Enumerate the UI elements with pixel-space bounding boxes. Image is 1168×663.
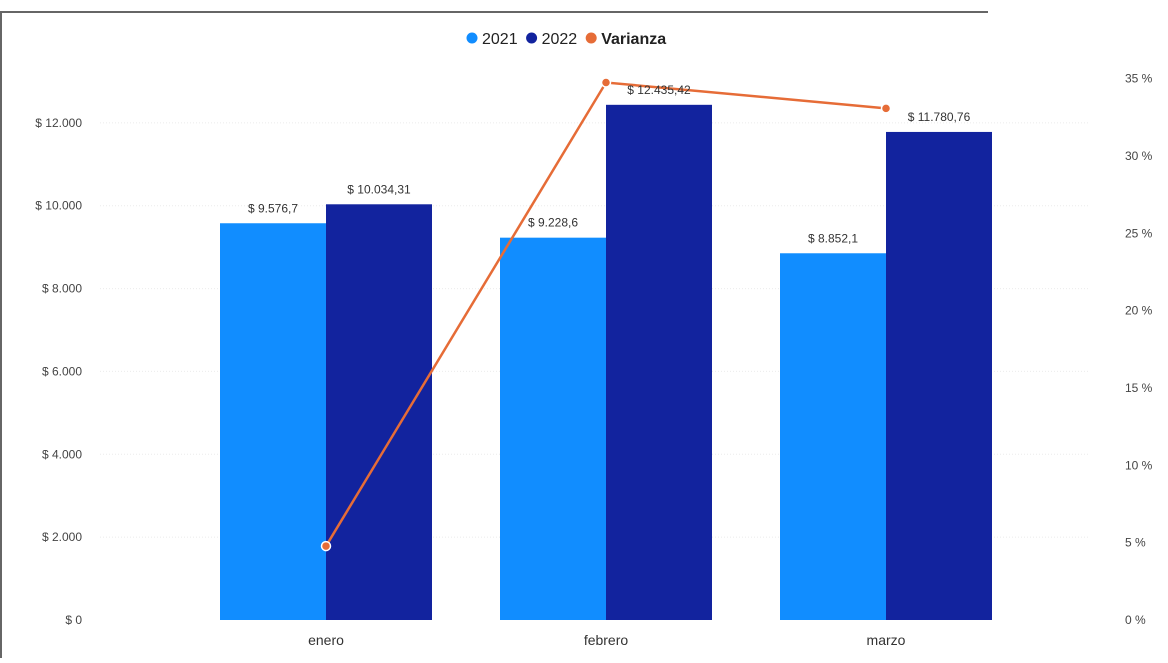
- bar-2022-enero: [326, 204, 432, 620]
- bar-data-label: $ 12.435,42: [627, 83, 691, 97]
- bars: [220, 104, 992, 621]
- y-left-tick-label: $ 6.000: [42, 364, 82, 378]
- legend-marker-2022: [526, 32, 538, 44]
- y-left-tick-label: $ 0: [65, 613, 82, 627]
- y-right-tick-label: 30 %: [1125, 149, 1153, 163]
- bar-2021-enero: [220, 223, 326, 620]
- legend-label-Varianza: Varianza: [601, 31, 666, 48]
- y-right-tick-label: 10 %: [1125, 458, 1153, 472]
- x-tick-label: febrero: [584, 632, 629, 648]
- x-tick-label: marzo: [867, 632, 906, 648]
- y-right-tick-label: 35 %: [1125, 72, 1153, 86]
- legend[interactable]: 2021 2022 Varianza: [466, 31, 667, 48]
- variance-point: [320, 540, 332, 552]
- y-left-tick-label: $ 8.000: [42, 282, 82, 296]
- y-right-tick-label: 0 %: [1125, 613, 1146, 627]
- y-left-tick-label: $ 10.000: [35, 199, 82, 213]
- bar-data-label: $ 11.780,76: [908, 110, 971, 124]
- y-right-tick-label: 5 %: [1125, 536, 1146, 550]
- y-right-tick-label: 15 %: [1125, 381, 1153, 395]
- bar-data-label: $ 10.034,31: [347, 182, 411, 196]
- y-right-tick-label: 20 %: [1125, 304, 1153, 318]
- y-left-tick-label: $ 4.000: [42, 447, 82, 461]
- bar-2021-marzo: [780, 253, 886, 620]
- y-left-tick-label: $ 2.000: [42, 530, 82, 544]
- bar-data-label: $ 9.576,7: [248, 201, 298, 215]
- bar-2022-marzo: [886, 131, 992, 620]
- axes: $ 0 $ 2.000 $ 4.000 $ 6.000 $ 8.000 $ 10.000 $…: [35, 72, 1152, 648]
- legend-label-2021: 2021: [482, 31, 518, 48]
- legend-marker-2021: [466, 32, 478, 44]
- y-right-tick-label: 25 %: [1125, 226, 1153, 240]
- y-left-tick-label: $ 12.000: [35, 116, 82, 130]
- x-tick-label: enero: [308, 632, 344, 648]
- variance-point: [880, 103, 892, 114]
- bar-2021-febrero: [500, 237, 606, 620]
- variance-line: [320, 77, 892, 552]
- legend-marker-Varianza: [585, 32, 597, 44]
- variance-point: [600, 77, 612, 88]
- bar-data-label: $ 9.228,6: [528, 216, 578, 230]
- data-labels: $ 9.576,7 $ 9.228,6 $ 8.852,1 $ 10.034,31 $ …: [248, 83, 971, 245]
- bar-2022-febrero: [606, 104, 712, 621]
- legend-label-2022: 2022: [542, 31, 578, 48]
- bar-data-label: $ 8.852,1: [808, 231, 858, 245]
